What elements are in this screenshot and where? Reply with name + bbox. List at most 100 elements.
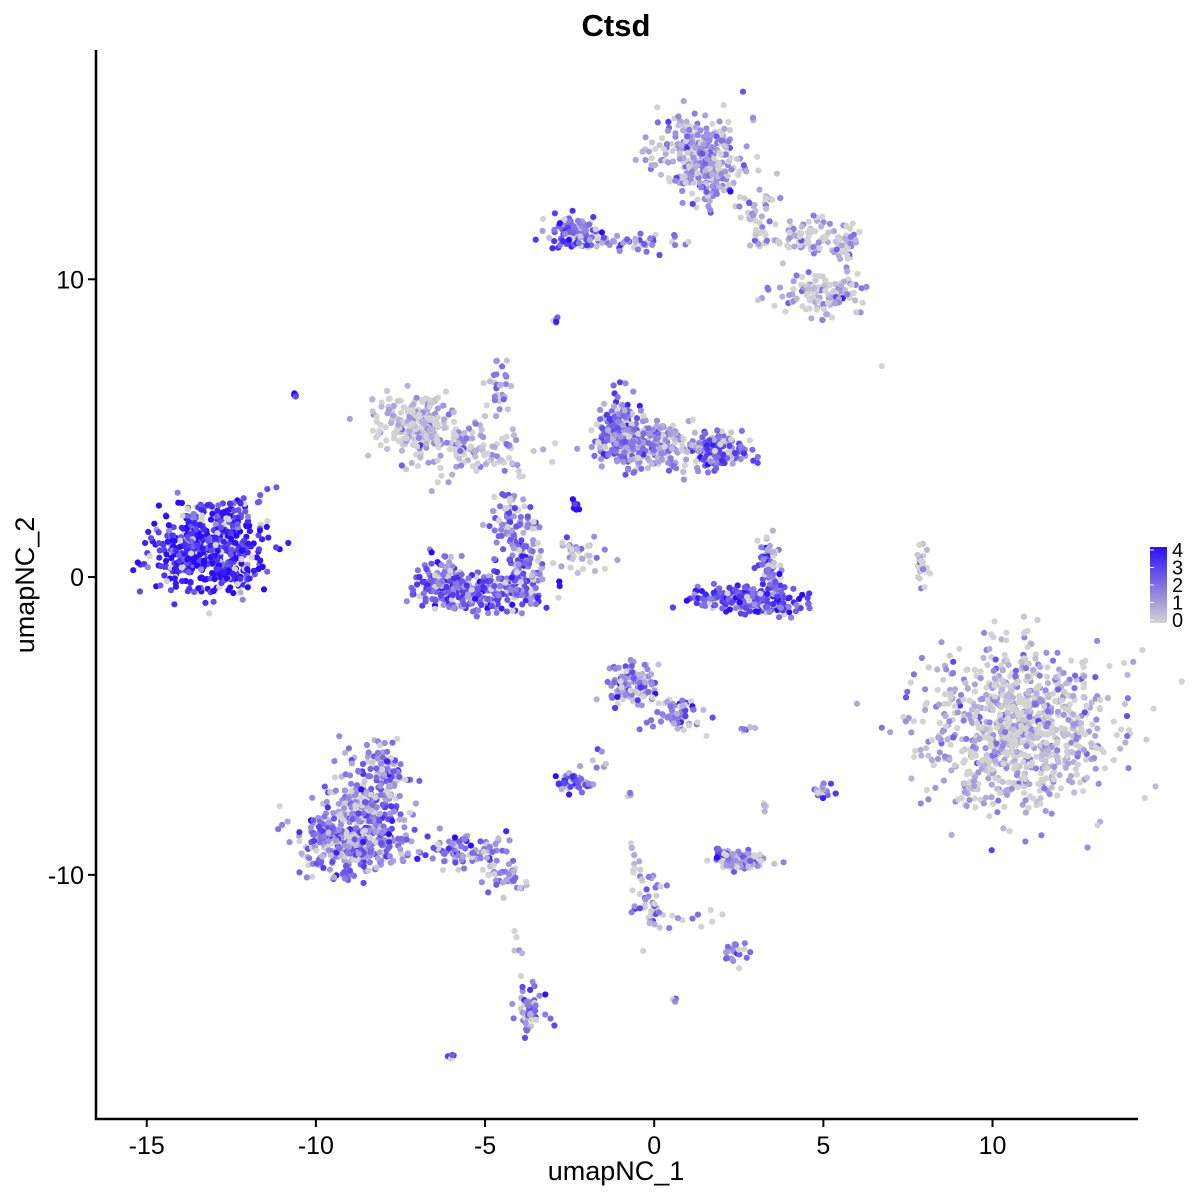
cell-point: [198, 512, 206, 519]
cell-point: [507, 586, 514, 593]
cell-point: [184, 505, 191, 512]
cell-point: [367, 849, 374, 856]
cell-point: [167, 587, 175, 594]
cell-point: [597, 416, 604, 423]
cell-point: [754, 297, 762, 304]
cell-point: [648, 717, 655, 724]
cell-point: [593, 764, 600, 771]
cell-point: [461, 865, 468, 872]
cell-point: [369, 758, 376, 765]
cell-point: [981, 629, 988, 637]
cell-point: [324, 804, 331, 811]
cell-point: [396, 438, 403, 445]
cell-point: [483, 402, 490, 409]
cell-point: [311, 831, 318, 838]
cell-point: [640, 439, 647, 446]
cell-point: [632, 239, 640, 246]
cell-point: [971, 795, 978, 802]
cell-point: [210, 587, 217, 595]
cell-point: [494, 600, 501, 608]
cell-point: [472, 453, 479, 460]
cell-point: [854, 270, 861, 277]
cell-point: [970, 777, 978, 784]
cell-point: [325, 819, 333, 826]
cell-point: [480, 848, 487, 855]
cell-point: [676, 155, 684, 162]
cell-point: [679, 702, 686, 710]
cell-point: [172, 547, 179, 554]
cell-point: [977, 724, 985, 731]
cell-point: [655, 661, 662, 668]
cell-point: [685, 238, 692, 245]
cell-point: [776, 284, 784, 291]
cell-point: [1022, 725, 1029, 732]
cell-point: [697, 184, 705, 191]
cell-point: [777, 562, 784, 569]
cell-point: [1096, 696, 1104, 704]
cell-point: [477, 855, 484, 862]
cell-point: [422, 852, 429, 859]
cell-point: [999, 667, 1006, 674]
cell-point: [630, 439, 637, 446]
cell-point: [217, 524, 224, 531]
cell-point: [923, 546, 931, 554]
cell-point: [622, 438, 629, 445]
cell-point: [963, 666, 970, 674]
cell-point: [634, 246, 642, 253]
cell-point: [620, 458, 627, 465]
cell-point: [1003, 629, 1010, 636]
cell-point: [990, 800, 997, 808]
cell-point: [908, 729, 915, 736]
cell-point: [452, 859, 459, 866]
cell-point: [365, 749, 372, 756]
cell-point: [503, 504, 510, 511]
cell-point: [758, 213, 765, 220]
cell-point: [623, 444, 630, 451]
cell-point: [728, 599, 735, 606]
cell-point: [994, 809, 1001, 816]
cell-point: [1110, 718, 1117, 725]
cell-point: [428, 434, 435, 441]
cell-point: [736, 203, 743, 210]
cell-point: [984, 735, 992, 742]
cell-point: [805, 269, 812, 276]
cell-point: [449, 471, 456, 478]
cell-point: [982, 794, 990, 801]
cell-point: [721, 125, 728, 132]
cell-point: [639, 418, 647, 425]
cell-point: [584, 543, 592, 550]
cell-point: [410, 401, 417, 408]
cell-point: [1117, 745, 1124, 752]
cell-point: [540, 446, 547, 453]
cell-point: [184, 533, 191, 541]
cell-point: [313, 847, 320, 855]
cell-point: [355, 850, 362, 857]
cell-point: [759, 561, 766, 568]
cell-point: [457, 448, 464, 455]
cell-point: [1045, 747, 1052, 754]
cell-point: [496, 406, 503, 413]
cell-point: [640, 240, 647, 247]
cell-point: [616, 247, 623, 255]
cell-point: [1058, 697, 1066, 704]
cell-point: [467, 443, 474, 450]
cell-point: [336, 845, 343, 852]
cell-point: [547, 1015, 554, 1022]
cell-point: [481, 452, 488, 459]
cell-point: [560, 237, 567, 245]
cell-point: [797, 230, 804, 237]
cell-point: [506, 454, 513, 462]
cell-point: [991, 618, 998, 625]
cell-point: [335, 800, 342, 807]
cell-point: [984, 661, 991, 669]
cell-point: [508, 574, 515, 581]
cell-point: [240, 495, 247, 502]
cell-point: [941, 691, 949, 698]
cell-point: [844, 255, 852, 262]
cell-point: [609, 237, 617, 244]
cell-point: [489, 848, 496, 856]
cell-point: [529, 548, 536, 555]
cell-point: [432, 597, 439, 604]
cell-point: [517, 579, 525, 586]
cell-point: [480, 584, 487, 591]
